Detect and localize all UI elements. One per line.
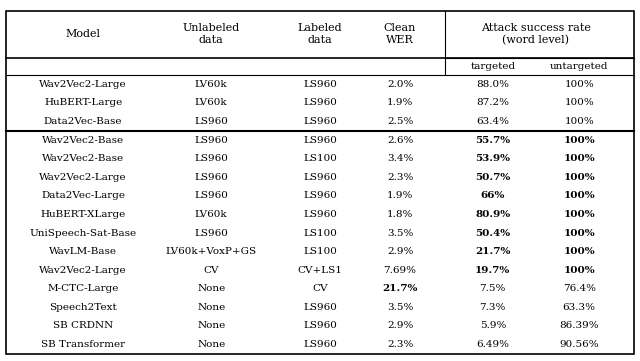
- Text: CV+LS1: CV+LS1: [298, 266, 342, 275]
- Text: None: None: [197, 303, 225, 312]
- Text: LS100: LS100: [303, 229, 337, 238]
- Text: Unlabeled
data: Unlabeled data: [182, 23, 240, 45]
- Text: 87.2%: 87.2%: [476, 99, 509, 108]
- Text: 100%: 100%: [564, 99, 594, 108]
- Text: LS100: LS100: [303, 154, 337, 163]
- Text: 21.7%: 21.7%: [382, 284, 418, 293]
- Text: LS960: LS960: [303, 303, 337, 312]
- Text: 2.0%: 2.0%: [387, 80, 413, 89]
- Text: 19.7%: 19.7%: [475, 266, 511, 275]
- Text: Wav2Vec2-Base: Wav2Vec2-Base: [42, 154, 124, 163]
- Text: Attack success rate
(word level): Attack success rate (word level): [481, 23, 591, 45]
- Text: LS960: LS960: [303, 80, 337, 89]
- Text: HuBERT-XLarge: HuBERT-XLarge: [40, 210, 126, 219]
- Text: 63.4%: 63.4%: [476, 117, 509, 126]
- Text: 76.4%: 76.4%: [563, 284, 596, 293]
- Text: 1.9%: 1.9%: [387, 191, 413, 200]
- Text: LV60k: LV60k: [195, 99, 227, 108]
- Text: LS960: LS960: [195, 136, 228, 145]
- Text: LS960: LS960: [303, 191, 337, 200]
- Text: 2.6%: 2.6%: [387, 136, 413, 145]
- Text: SB CRDNN: SB CRDNN: [53, 321, 113, 330]
- Text: Model: Model: [66, 29, 100, 39]
- Text: Wav2Vec2-Large: Wav2Vec2-Large: [40, 80, 127, 89]
- Text: 80.9%: 80.9%: [476, 210, 510, 219]
- Text: LS960: LS960: [195, 173, 228, 182]
- Text: Speech2Text: Speech2Text: [49, 303, 117, 312]
- Text: untargeted: untargeted: [550, 62, 609, 71]
- Text: LS960: LS960: [195, 117, 228, 126]
- Text: 2.3%: 2.3%: [387, 173, 413, 182]
- Text: Wav2Vec2-Large: Wav2Vec2-Large: [40, 266, 127, 275]
- Text: 5.9%: 5.9%: [479, 321, 506, 330]
- Text: LV60k+VoxP+GS: LV60k+VoxP+GS: [166, 247, 257, 256]
- Text: Data2Vec-Base: Data2Vec-Base: [44, 117, 122, 126]
- Text: Wav2Vec2-Base: Wav2Vec2-Base: [42, 136, 124, 145]
- Text: 63.3%: 63.3%: [563, 303, 596, 312]
- Text: 3.5%: 3.5%: [387, 229, 413, 238]
- Text: Clean
WER: Clean WER: [384, 23, 416, 45]
- Text: 6.49%: 6.49%: [476, 340, 509, 349]
- Text: HuBERT-Large: HuBERT-Large: [44, 99, 122, 108]
- Text: targeted: targeted: [470, 62, 515, 71]
- Text: 86.39%: 86.39%: [559, 321, 599, 330]
- Text: 100%: 100%: [563, 173, 595, 182]
- Text: 2.9%: 2.9%: [387, 247, 413, 256]
- Text: LS100: LS100: [303, 247, 337, 256]
- Text: LS960: LS960: [303, 117, 337, 126]
- Text: Data2Vec-Large: Data2Vec-Large: [41, 191, 125, 200]
- Text: LS960: LS960: [303, 210, 337, 219]
- Text: LS960: LS960: [303, 173, 337, 182]
- Text: LV60k: LV60k: [195, 210, 227, 219]
- Text: 100%: 100%: [563, 154, 595, 163]
- Text: 3.4%: 3.4%: [387, 154, 413, 163]
- Text: 100%: 100%: [563, 266, 595, 275]
- Text: CV: CV: [312, 284, 328, 293]
- Text: 50.4%: 50.4%: [476, 229, 510, 238]
- Text: None: None: [197, 340, 225, 349]
- Text: 2.3%: 2.3%: [387, 340, 413, 349]
- Text: SB Transformer: SB Transformer: [41, 340, 125, 349]
- Text: 2.5%: 2.5%: [387, 117, 413, 126]
- Text: LS960: LS960: [195, 154, 228, 163]
- Text: 7.5%: 7.5%: [479, 284, 506, 293]
- Text: None: None: [197, 321, 225, 330]
- Text: 100%: 100%: [563, 210, 595, 219]
- Text: 53.9%: 53.9%: [476, 154, 510, 163]
- Text: 100%: 100%: [563, 247, 595, 256]
- Text: LV60k: LV60k: [195, 80, 227, 89]
- Text: 50.7%: 50.7%: [475, 173, 511, 182]
- Text: 21.7%: 21.7%: [475, 247, 511, 256]
- Text: 7.3%: 7.3%: [479, 303, 506, 312]
- Text: 100%: 100%: [563, 136, 595, 145]
- Text: 66%: 66%: [481, 191, 505, 200]
- Text: LS960: LS960: [195, 229, 228, 238]
- Text: 100%: 100%: [563, 191, 595, 200]
- Text: M-CTC-Large: M-CTC-Large: [47, 284, 119, 293]
- Text: Wav2Vec2-Large: Wav2Vec2-Large: [40, 173, 127, 182]
- Text: 7.69%: 7.69%: [383, 266, 417, 275]
- Text: CV: CV: [204, 266, 219, 275]
- Text: LS960: LS960: [303, 99, 337, 108]
- Text: 100%: 100%: [563, 229, 595, 238]
- Text: 3.5%: 3.5%: [387, 303, 413, 312]
- Text: 2.9%: 2.9%: [387, 321, 413, 330]
- Text: None: None: [197, 284, 225, 293]
- Text: Labeled
data: Labeled data: [298, 23, 342, 45]
- Text: 100%: 100%: [564, 117, 594, 126]
- Text: 1.9%: 1.9%: [387, 99, 413, 108]
- Text: 1.8%: 1.8%: [387, 210, 413, 219]
- Text: 55.7%: 55.7%: [476, 136, 510, 145]
- Text: 90.56%: 90.56%: [559, 340, 599, 349]
- Text: LS960: LS960: [303, 340, 337, 349]
- Text: LS960: LS960: [303, 136, 337, 145]
- Text: 100%: 100%: [564, 80, 594, 89]
- Text: WavLM-Base: WavLM-Base: [49, 247, 117, 256]
- Text: 88.0%: 88.0%: [476, 80, 509, 89]
- Text: LS960: LS960: [195, 191, 228, 200]
- Text: UniSpeech-Sat-Base: UniSpeech-Sat-Base: [29, 229, 137, 238]
- Text: LS960: LS960: [303, 321, 337, 330]
